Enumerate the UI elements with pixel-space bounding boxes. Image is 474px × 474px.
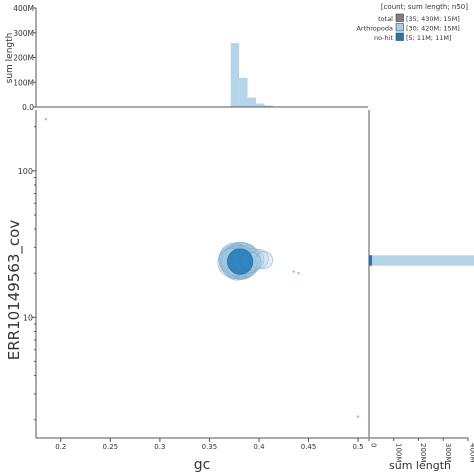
top-histogram-y-tick-label: 100M: [13, 78, 34, 87]
legend-label-total: total: [378, 15, 393, 23]
right-histogram-bar-no-hit: [369, 255, 372, 266]
right-histogram-bars: [369, 255, 474, 266]
x-tick-label: 0.25: [103, 443, 119, 451]
x-tick-label: 0.45: [301, 443, 317, 451]
scatter-point-no-hit: [292, 270, 295, 273]
scatter-point-no-hit: [44, 117, 48, 121]
x-axis-label: gc: [194, 457, 211, 473]
right-histogram-x-label: sum length: [389, 459, 451, 472]
top-histogram-bars: [230, 43, 282, 107]
x-ticks: 0.2 0.25 0.3 0.35 0.4 0.45 0.5: [55, 438, 364, 451]
legend-title: [count; sum length; n50]: [381, 3, 468, 11]
x-tick-label: 0.5: [353, 443, 364, 451]
top-histogram-bar: [256, 103, 265, 107]
scatter-point-arthropoda: [254, 251, 273, 270]
top-histogram-y-tick-label: 0.0: [22, 103, 34, 112]
top-histogram-bar: [264, 105, 273, 107]
right-histogram-bar: [369, 255, 474, 266]
top-histogram-y-label: sum length: [5, 33, 15, 84]
scatter-point-no-hit: [297, 271, 300, 275]
x-tick-label: 0.3: [154, 443, 165, 451]
right-histogram-x-tick-label: 300M: [444, 443, 452, 462]
right-histogram-x-ticks: 0 100M 200M 300M 400M: [368, 438, 474, 462]
right-histogram-x-tick-label: 0: [370, 443, 378, 447]
top-histogram-y-tick-label: 300M: [13, 29, 34, 38]
top-histogram-bar: [247, 97, 257, 107]
y-tick-label: 10: [23, 313, 33, 322]
x-tick-label: 0.2: [55, 443, 66, 451]
scatter-points: [44, 117, 360, 418]
legend-value-arthropoda: [30; 420M; 15M]: [406, 25, 460, 33]
legend-swatch-arthropoda: [395, 23, 404, 32]
top-histogram-y-ticks: 0.0 100M 200M 300M 400M: [13, 4, 36, 112]
y-ticks: 10 100: [18, 126, 36, 421]
main-scatter: 0.2 0.25 0.3 0.35 0.4 0.45 0.5 10 100 gc ERR101…: [5, 110, 368, 473]
legend-value-no-hit: [5; 11M; 11M]: [406, 34, 451, 42]
right-histogram-x-tick-label: 400M: [469, 443, 474, 462]
legend-label-arthropoda: Arthropoda: [356, 25, 393, 33]
top-histogram-y-tick-label: 400M: [13, 4, 34, 13]
legend: [count; sum length; n50] total [35; 430M;…: [356, 3, 468, 42]
x-tick-label: 0.35: [202, 443, 218, 451]
legend-label-no-hit: no-hit: [374, 34, 393, 42]
top-histogram-bar: [230, 43, 240, 107]
legend-value-total: [35; 430M; 15M]: [406, 15, 460, 23]
right-histogram-x-tick-label: 100M: [394, 443, 402, 462]
top-histogram-y-tick-label: 200M: [13, 54, 34, 63]
legend-entries: total [35; 430M; 15M] Arthropoda [30; 420M;…: [356, 13, 460, 42]
legend-swatch-no-hit: [395, 32, 404, 41]
y-axis-label: ERR10149563_cov: [5, 220, 24, 361]
right-histogram: 0 100M 200M 300M 400M sum length: [368, 110, 474, 472]
y-tick-label: 100: [18, 167, 33, 176]
scatter-point-no-hit: [356, 415, 360, 418]
top-histogram: 0.0 100M 200M 300M 400M sum length: [5, 4, 368, 112]
scatter-point-no-hit: [226, 248, 254, 275]
right-histogram-x-tick-label: 200M: [419, 443, 427, 462]
x-tick-label: 0.4: [253, 443, 265, 451]
legend-swatch-total: [395, 13, 404, 22]
top-histogram-bar: [239, 77, 248, 107]
